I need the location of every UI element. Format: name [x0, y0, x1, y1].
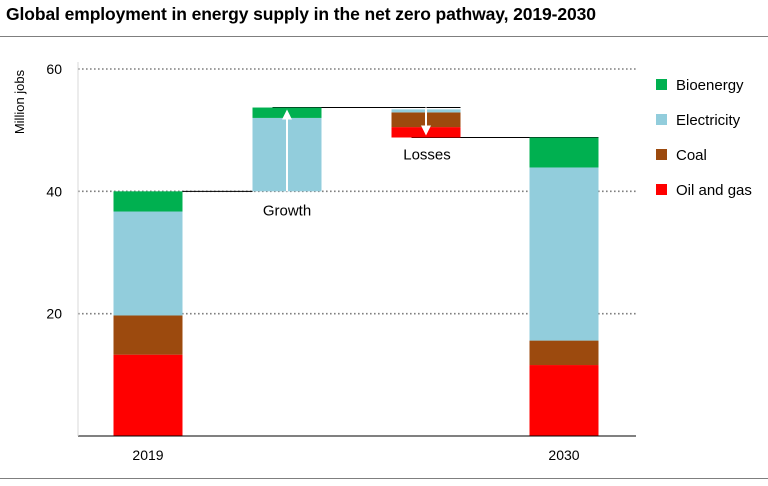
- y-tick-label-20: 20: [46, 306, 62, 322]
- bars: [113, 107, 599, 436]
- bar-2030-bioenergy: [529, 137, 599, 168]
- bar-2019-oil-and-gas: [113, 354, 183, 436]
- x-tick-label-2030: 2030: [548, 447, 579, 463]
- y-tick-label-60: 60: [46, 61, 62, 77]
- annotation-growth: Growth: [263, 202, 311, 219]
- x-tick-label-2019: 2019: [132, 447, 163, 463]
- x-tick-labels: 2019 2030: [132, 447, 579, 463]
- annotations: Growth Losses: [263, 147, 451, 220]
- legend-label-bioenergy: Bioenergy: [676, 77, 744, 94]
- annotation-losses: Losses: [403, 147, 451, 164]
- legend-swatch-electricity: [656, 114, 667, 125]
- y-axis-title: Million jobs: [12, 69, 27, 134]
- legend: Bioenergy Electricity Coal Oil and gas: [656, 77, 752, 199]
- y-tick-labels: 20 40 60: [46, 61, 62, 322]
- legend-label-oil-and-gas: Oil and gas: [676, 182, 752, 199]
- bar-2019-coal: [113, 315, 183, 355]
- bar-2030-coal: [529, 340, 599, 366]
- waterfall-arrows: [282, 107, 431, 192]
- legend-label-electricity: Electricity: [676, 112, 741, 129]
- y-tick-label-40: 40: [46, 183, 62, 199]
- legend-swatch-bioenergy: [656, 79, 667, 90]
- bar-2030-electricity: [529, 167, 599, 341]
- legend-label-coal: Coal: [676, 147, 707, 164]
- bar-2019-electricity: [113, 211, 183, 316]
- bottom-divider: [0, 478, 768, 479]
- bar-2019-bioenergy: [113, 191, 183, 212]
- chart-title: Global employment in energy supply in th…: [6, 4, 596, 24]
- legend-swatch-oil-and-gas: [656, 184, 667, 195]
- bar-2030-oil-and-gas: [529, 365, 599, 436]
- title-divider: [0, 36, 768, 37]
- legend-swatch-coal: [656, 149, 667, 160]
